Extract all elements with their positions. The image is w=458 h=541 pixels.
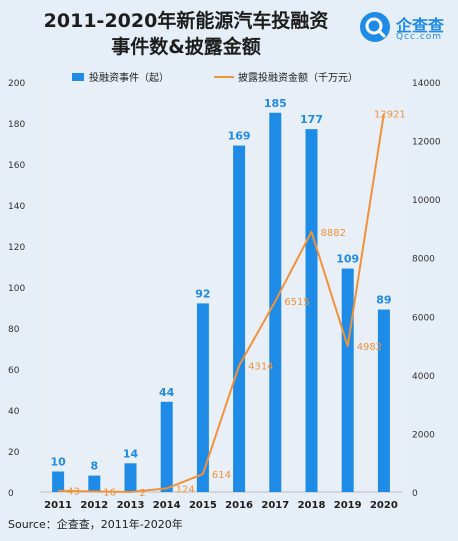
y-left-tick-label: 120 — [8, 243, 25, 253]
source-note: Source：企查查，2011年-2020年 — [8, 518, 183, 531]
logo-domain: Qcc.com — [396, 32, 443, 42]
y-left-tick-label: 80 — [8, 325, 20, 335]
x-tick-label: 2017 — [261, 500, 289, 511]
bar — [377, 309, 390, 492]
line-value-label: 43 — [67, 487, 80, 498]
bar-value-label: 92 — [195, 287, 210, 300]
x-tick-label: 2011 — [44, 500, 72, 511]
bar — [88, 475, 101, 492]
x-tick-label: 2019 — [334, 500, 362, 511]
line-value-label: 12921 — [374, 110, 406, 121]
x-tick-label: 2015 — [189, 500, 217, 511]
y-right-tick-label: 10000 — [412, 196, 441, 206]
bar-value-label: 169 — [228, 130, 251, 143]
bar-value-label: 177 — [300, 113, 323, 126]
y-right-tick-label: 4000 — [412, 372, 435, 382]
qcc-logo-icon — [360, 12, 390, 42]
bar — [124, 463, 137, 492]
y-right-tick-label: 2000 — [412, 430, 435, 440]
y-right-tick-label: 6000 — [412, 313, 435, 323]
y-right-tick-label: 0 — [412, 489, 418, 499]
y-left-tick-label: 200 — [8, 79, 25, 89]
chart-title-line-2: 事件数&披露金额 — [111, 36, 261, 58]
bar — [196, 303, 209, 492]
bar-value-label: 44 — [159, 386, 175, 399]
bar-value-label: 14 — [123, 447, 139, 460]
chart-title-line-1: 2011-2020年新能源汽车投融资 — [43, 10, 329, 32]
line-series — [58, 113, 385, 493]
plot-area — [40, 80, 402, 492]
bar-value-label: 109 — [336, 253, 359, 266]
y-right-tick-label: 14000 — [412, 79, 441, 89]
y-left-tick-label: 20 — [8, 448, 20, 458]
line-value-label: 16 — [103, 488, 116, 499]
y-left-tick-label: 140 — [8, 202, 25, 212]
y-right-tick-label: 8000 — [412, 255, 435, 265]
legend-bar-swatch — [72, 73, 84, 81]
y-left-tick-label: 60 — [8, 366, 20, 376]
x-tick-label: 2020 — [370, 500, 398, 511]
y-left-tick-label: 0 — [8, 489, 14, 499]
chart-title: 2011-2020年新能源汽车投融资 事件数&披露金额 — [0, 8, 372, 60]
bar — [52, 471, 65, 492]
x-tick-label: 2014 — [153, 500, 181, 511]
logo-name: 企查查 — [396, 16, 445, 35]
bar — [305, 129, 318, 492]
bar — [341, 268, 354, 492]
line-value-label: 124 — [176, 484, 195, 495]
line-value-label: 8882 — [321, 228, 346, 239]
bar — [160, 401, 173, 492]
line-value-label: 2 — [140, 488, 146, 499]
bar-value-label: 8 — [90, 460, 98, 473]
y-left-tick-label: 180 — [8, 120, 25, 130]
bar-value-label: 10 — [50, 456, 66, 469]
legend-line-label: 披露投融资金额（千万元） — [238, 71, 358, 84]
brand-logo: 企查查 Qcc.com — [360, 10, 456, 46]
x-tick-label: 2013 — [117, 500, 145, 511]
line-value-label: 4314 — [248, 362, 273, 373]
x-tick-label: 2018 — [298, 500, 326, 511]
bar — [233, 145, 246, 493]
y-left-tick-label: 40 — [8, 407, 20, 417]
y-left-tick-label: 160 — [8, 161, 25, 171]
line-value-label: 4982 — [357, 342, 382, 353]
line-value-label: 6515 — [284, 297, 309, 308]
x-tick-label: 2012 — [80, 500, 108, 511]
legend-bar-label: 投融资事件（起） — [89, 71, 169, 84]
bar-value-label: 185 — [264, 97, 287, 110]
x-tick-label: 2016 — [225, 500, 253, 511]
bar-value-label: 89 — [376, 294, 391, 307]
line-value-label: 614 — [212, 470, 231, 481]
y-right-tick-label: 12000 — [412, 138, 441, 148]
y-left-tick-label: 100 — [8, 284, 25, 294]
